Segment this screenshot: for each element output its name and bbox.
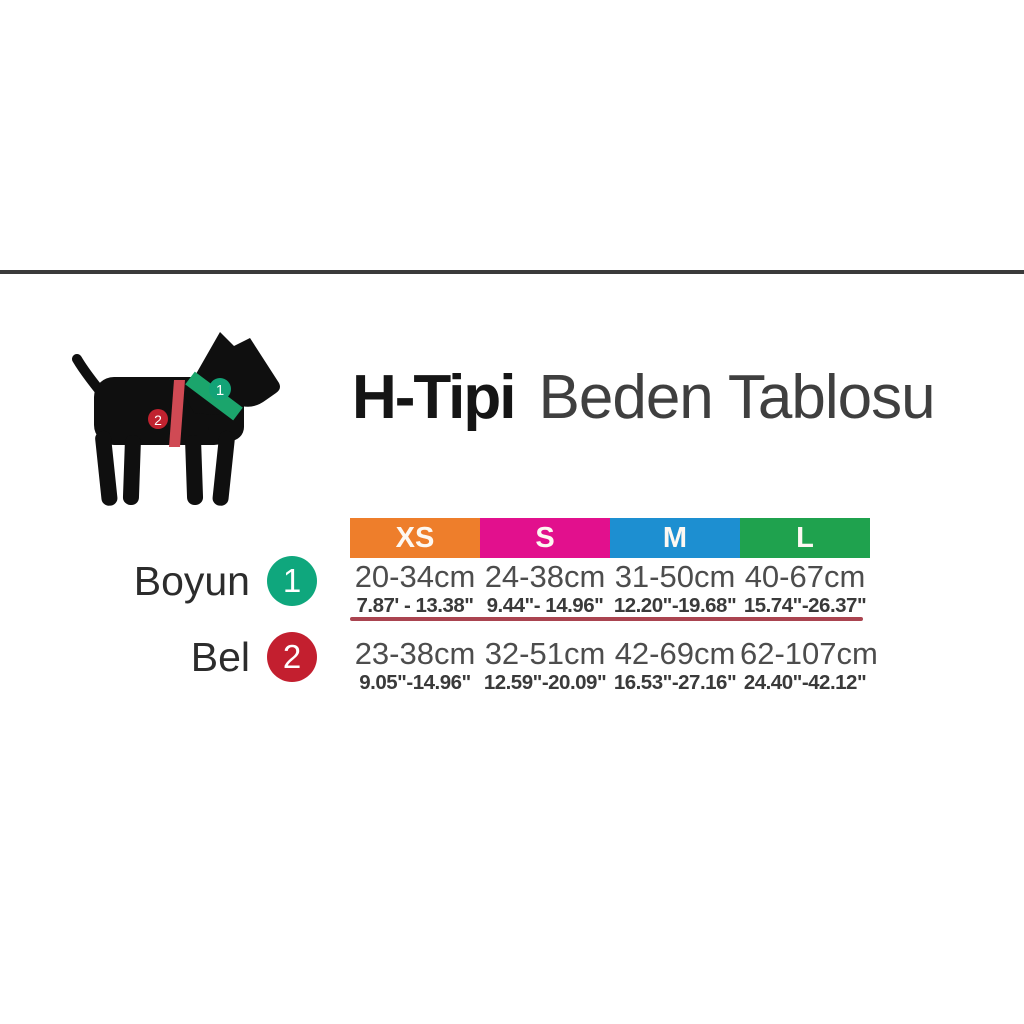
neck-m-cm: 31-50cm [614,559,736,594]
neck-legend-badge: 1 [267,556,317,606]
dog-leg-front-outer [212,430,235,506]
waist-marker-badge [148,409,168,429]
waist-l-cell: 62-107cm 24.40"-42.12" [740,636,878,694]
waist-m-cell: 42-69cm 16.53"-27.16" [610,638,740,694]
neck-xs-cm: 20-34cm [354,559,476,594]
waist-xs-inch: 9.05"-14.96" [359,671,471,694]
dog-leg-back-inner [122,434,141,505]
size-header-row: XS S M L [350,518,870,558]
size-header-s: S [480,518,610,558]
neck-s-inch: 9.44"- 14.96" [486,594,604,617]
neck-marker-badge [209,378,231,400]
neck-l-inch: 15.74"-26.37" [743,594,867,617]
waist-legend-badge: 2 [267,632,317,682]
top-divider [0,270,1024,274]
page-title: H-Tipi Beden Tablosu [352,362,992,433]
neck-m-inch: 12.20"-19.68" [613,594,737,617]
neck-s-cell: 24-38cm 9.44"- 14.96" [480,561,610,617]
neck-xs-inch: 7.87' - 13.38" [356,594,474,617]
waist-l-inch: 24.40"-42.12" [743,671,867,694]
neck-l-cm: 40-67cm [744,559,866,594]
waist-xs-cell: 23-38cm 9.05"-14.96" [350,638,480,694]
neck-s-cm: 24-38cm [484,559,606,594]
row-divider [350,617,863,621]
waist-strap [169,380,185,447]
row-label-neck: Boyun [133,558,250,604]
neck-marker-number: 1 [216,382,224,399]
title-size-table: Beden Tablosu [538,363,936,432]
dog-leg-front-inner [185,434,204,505]
waist-measurements-row: 23-38cm 9.05"-14.96" 32-51cm 12.59"-20.0… [350,636,878,694]
size-header-m: M [610,518,740,558]
neck-l-cell: 40-67cm 15.74"-26.37" [740,561,870,617]
waist-s-cell: 32-51cm 12.59"-20.09" [480,638,610,694]
waist-l-cm: 62-107cm [740,636,878,671]
title-product-type: H-Tipi [352,363,516,432]
row-label-waist: Bel [190,634,250,680]
dog-harness-diagram: 1 2 [72,332,280,506]
waist-xs-cm: 23-38cm [354,636,476,671]
dog-tail [72,354,105,396]
neck-xs-cell: 20-34cm 7.87' - 13.38" [350,561,480,617]
waist-m-cm: 42-69cm [614,636,736,671]
neck-m-cell: 31-50cm 12.20"-19.68" [610,561,740,617]
waist-s-inch: 12.59"-20.09" [483,671,607,694]
neck-measurements-row: 20-34cm 7.87' - 13.38" 24-38cm 9.44"- 14… [350,561,870,617]
waist-m-inch: 16.53"-27.16" [613,671,737,694]
waist-s-cm: 32-51cm [484,636,606,671]
dog-leg-back-outer [95,430,118,506]
size-header-xs: XS [350,518,480,558]
size-header-l: L [740,518,870,558]
waist-marker-number: 2 [154,412,162,428]
